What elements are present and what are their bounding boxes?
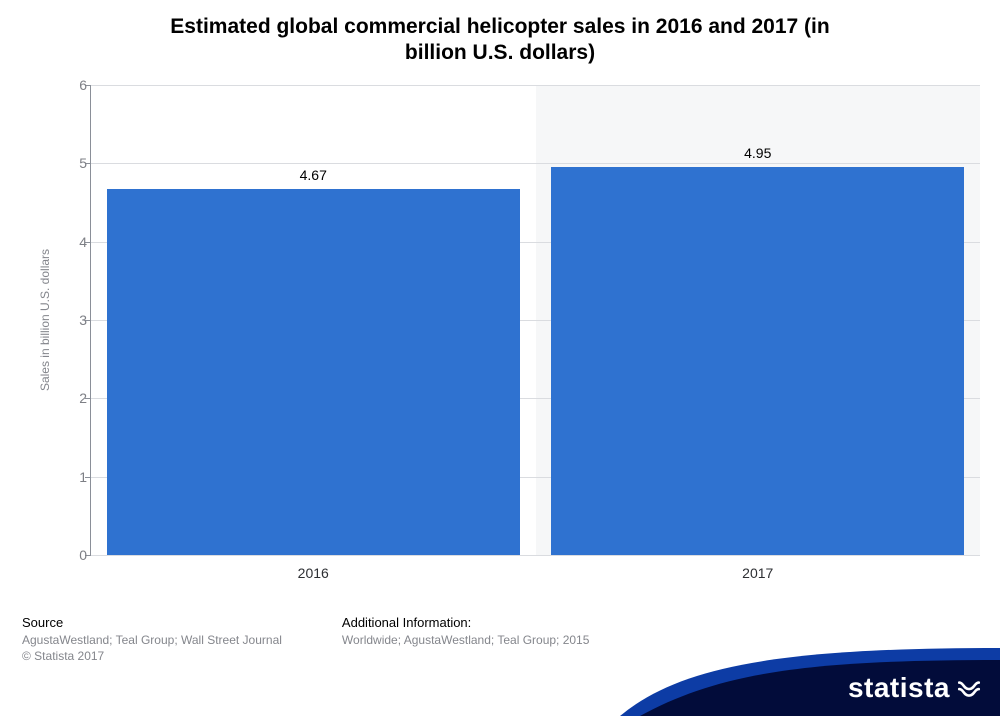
y-tick-label: 6 — [69, 77, 87, 93]
statista-logo: statista — [848, 672, 982, 704]
source-text: AgustaWestland; Teal Group; Wall Street … — [22, 632, 282, 648]
title-line-2: billion U.S. dollars) — [405, 41, 595, 64]
x-tick-label: 2017 — [742, 555, 773, 581]
source-heading: Source — [22, 615, 282, 630]
source-block: Source AgustaWestland; Teal Group; Wall … — [22, 615, 282, 664]
y-axis-label: Sales in billion U.S. dollars — [38, 249, 52, 391]
gridline — [91, 555, 980, 556]
y-tick-label: 1 — [69, 469, 87, 485]
y-tick-label: 2 — [69, 390, 87, 406]
additional-info-block: Additional Information: Worldwide; Agust… — [342, 615, 589, 664]
y-tick-label: 4 — [69, 234, 87, 250]
copyright-text: © Statista 2017 — [22, 648, 282, 664]
y-tick-label: 5 — [69, 155, 87, 171]
bar: 4.67 — [107, 189, 520, 555]
additional-heading: Additional Information: — [342, 615, 589, 630]
chart-footer: Source AgustaWestland; Teal Group; Wall … — [22, 615, 980, 664]
x-tick-label: 2016 — [298, 555, 329, 581]
plot-area: Sales in billion U.S. dollars 01234564.6… — [90, 85, 980, 555]
logo-text: statista — [848, 672, 950, 704]
bar-value-label: 4.67 — [107, 167, 520, 183]
chart-title: Estimated global commercial helicopter s… — [0, 0, 1000, 67]
statista-wave-icon — [956, 675, 982, 701]
y-tick-label: 3 — [69, 312, 87, 328]
additional-text: Worldwide; AgustaWestland; Teal Group; 2… — [342, 632, 589, 648]
bar: 4.95 — [551, 167, 964, 555]
title-line-1: Estimated global commercial helicopter s… — [170, 15, 829, 38]
chart-container: Sales in billion U.S. dollars 01234564.6… — [70, 85, 980, 585]
gridline — [91, 85, 980, 86]
bar-value-label: 4.95 — [551, 145, 964, 161]
gridline — [91, 163, 980, 164]
y-tick-label: 0 — [69, 547, 87, 563]
